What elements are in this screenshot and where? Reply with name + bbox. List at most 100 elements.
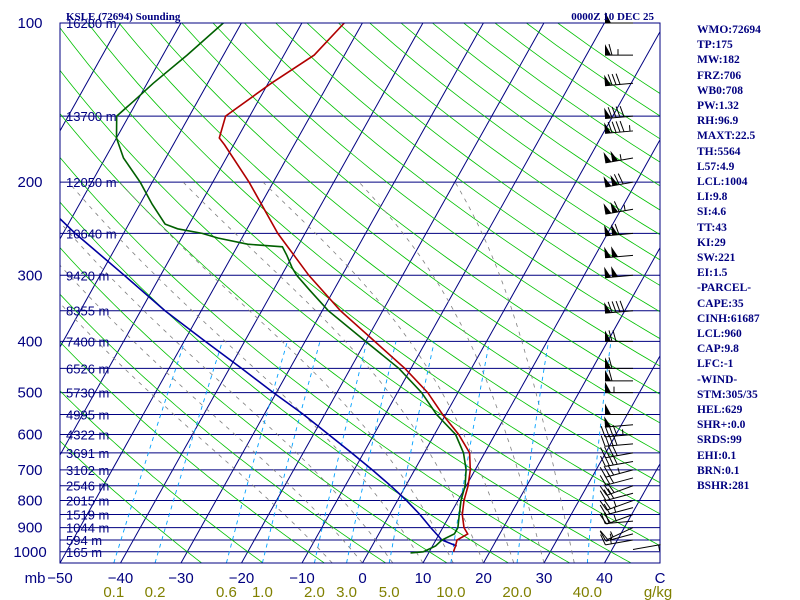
mixing-ratio-label: 1.0 bbox=[252, 584, 273, 600]
isotherm bbox=[60, 23, 182, 240]
wind-barb bbox=[603, 201, 634, 215]
mixing-ratio-label: 5.0 bbox=[379, 584, 400, 600]
parcel-trace bbox=[60, 217, 458, 547]
moist-adiabat bbox=[182, 181, 484, 563]
dry-adiabat bbox=[87, 23, 660, 484]
wind-barb bbox=[604, 300, 634, 314]
index-item: BSHR:281 bbox=[697, 480, 750, 493]
index-item: CAP:9.8 bbox=[697, 343, 739, 356]
index-item: -PARCEL- bbox=[697, 282, 752, 295]
pressure-tick-label: 800 bbox=[17, 493, 42, 510]
dry-adiabat bbox=[118, 23, 660, 453]
height-label: 6526 m bbox=[66, 361, 109, 376]
pressure-tick-label: 700 bbox=[17, 462, 42, 479]
height-label: 9420 m bbox=[66, 268, 109, 283]
wind-barb bbox=[604, 266, 634, 279]
isotherm bbox=[241, 23, 545, 563]
temperature-tick-label: −10 bbox=[289, 570, 314, 587]
isotherm bbox=[180, 23, 484, 563]
mixing-ratio-label: 10.0 bbox=[436, 584, 465, 600]
wind-barb bbox=[600, 425, 634, 438]
temperature-tick-label: 30 bbox=[536, 570, 553, 587]
index-item: KI:29 bbox=[697, 236, 726, 249]
dry-adiabat bbox=[60, 69, 660, 547]
dry-adiabat bbox=[306, 23, 660, 286]
mixing-ratio-label: 0.1 bbox=[103, 584, 124, 600]
dry-adiabat bbox=[60, 341, 325, 563]
pressure-tick-label: 600 bbox=[17, 426, 42, 443]
index-item: LCL:1004 bbox=[697, 176, 748, 189]
height-label: 4995 m bbox=[66, 408, 109, 423]
pressure-unit-label: mb bbox=[25, 570, 46, 587]
moist-adiabat bbox=[68, 181, 424, 563]
wind-barb bbox=[605, 330, 633, 342]
mixing-ratio-line bbox=[346, 341, 397, 563]
index-item: LFC:-1 bbox=[697, 358, 734, 371]
sounding-time: 0000Z 10 DEC 25 bbox=[571, 11, 654, 23]
index-item: CINH:61687 bbox=[697, 312, 760, 325]
pressure-tick-label: 1000 bbox=[13, 544, 46, 561]
index-item: L57:4.9 bbox=[697, 160, 735, 173]
wind-barb bbox=[599, 488, 634, 501]
mixing-ratio-label: 3.0 bbox=[336, 584, 357, 600]
height-label: 4322 m bbox=[66, 427, 109, 442]
height-label: 594 m bbox=[66, 533, 102, 548]
wind-barb bbox=[604, 416, 634, 428]
wind-barb bbox=[605, 369, 633, 382]
index-item: LCL:960 bbox=[697, 328, 742, 341]
wind-barb bbox=[603, 150, 634, 164]
index-item: MW:182 bbox=[697, 54, 740, 67]
isotherm bbox=[120, 23, 424, 563]
pressure-tick-label: 900 bbox=[17, 520, 42, 537]
moist-adiabat bbox=[262, 181, 515, 563]
dry-adiabat bbox=[557, 23, 660, 95]
mixing-ratio-line bbox=[586, 341, 612, 563]
index-item: SHR+:0.0 bbox=[697, 419, 746, 432]
stability-indices: WMO:72694 TP:175 MW:182 FRZ:706 WB0:708 PW:1.… bbox=[697, 23, 761, 494]
height-label: 1044 m bbox=[66, 521, 109, 536]
index-item: -WIND- bbox=[697, 373, 738, 386]
height-label: 8355 m bbox=[66, 304, 109, 319]
dry-adiabat bbox=[149, 23, 660, 424]
wind-barb bbox=[600, 445, 634, 459]
height-label: 2546 m bbox=[66, 479, 109, 494]
height-label: 5730 m bbox=[66, 386, 109, 401]
temperature-line bbox=[218, 23, 472, 553]
mixing-ratio-label: 0.6 bbox=[216, 584, 237, 600]
wind-barb bbox=[599, 464, 634, 478]
moist-adiabat bbox=[60, 221, 394, 563]
index-item: TP:175 bbox=[697, 39, 733, 52]
mixing-ratio-label: 40.0 bbox=[573, 584, 602, 600]
index-item: WB0:708 bbox=[697, 84, 743, 97]
moist-adiabat bbox=[119, 181, 454, 563]
height-label: 10640 m bbox=[66, 226, 117, 241]
mixing-ratio-unit-label: g/kg bbox=[644, 584, 672, 600]
pressure-tick-label: 200 bbox=[17, 174, 42, 191]
mixing-ratio-line bbox=[225, 341, 288, 563]
mixing-ratio-line bbox=[154, 341, 223, 563]
dry-adiabat bbox=[60, 201, 509, 563]
moist-adiabat bbox=[358, 181, 545, 563]
mixing-ratio-line bbox=[388, 341, 435, 563]
wind-barb bbox=[632, 544, 661, 551]
temperature-tick-label: −30 bbox=[168, 570, 193, 587]
temperature-tick-label: −20 bbox=[229, 570, 254, 587]
isotherm bbox=[604, 462, 660, 563]
wind-barb bbox=[599, 503, 634, 516]
dry-adiabat bbox=[60, 27, 660, 515]
dewpoint-line bbox=[115, 23, 467, 554]
mixing-ratio-line bbox=[313, 341, 368, 563]
mixing-ratio-label: 0.2 bbox=[145, 584, 166, 600]
dry-adiabat bbox=[244, 23, 660, 340]
index-item: BRN:0.1 bbox=[697, 464, 740, 477]
isotherm bbox=[60, 23, 242, 348]
dry-adiabat bbox=[60, 440, 202, 563]
dry-adiabat bbox=[181, 23, 660, 395]
index-item: EI:1.5 bbox=[697, 267, 728, 280]
temperature-tick-label: 40 bbox=[596, 570, 613, 587]
wind-barb bbox=[599, 499, 634, 511]
mixing-ratio-label: 2.0 bbox=[304, 584, 325, 600]
index-item: CAPE:35 bbox=[697, 297, 744, 310]
height-label: 3102 m bbox=[66, 463, 109, 478]
